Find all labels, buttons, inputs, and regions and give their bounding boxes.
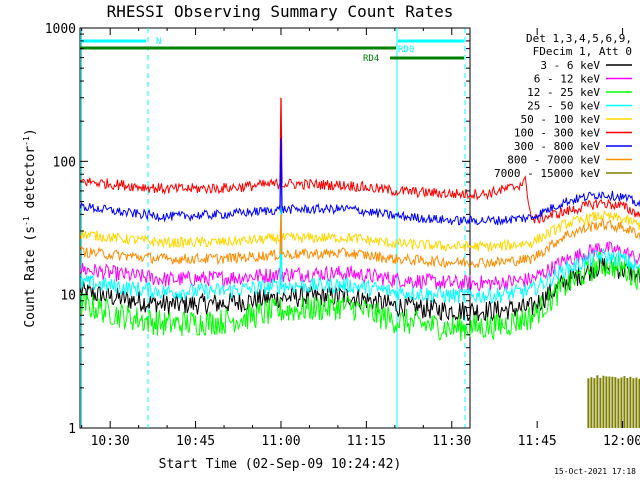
series-7000-15000-keV-line — [587, 375, 640, 428]
footer-date: 15-Oct-2021 17:18 — [554, 467, 636, 476]
series-300-800-keV-line — [80, 190, 640, 226]
spike-lines — [279, 97, 283, 287]
x-tick-label: 11:15 — [347, 434, 386, 449]
y-tick-label: 10 — [60, 289, 76, 304]
series-12-25-keV-line — [80, 251, 640, 342]
legend-header-line-2: FDecim 1, Att 0 — [533, 45, 632, 58]
legend-item-label: 50 - 100 keV — [521, 113, 601, 126]
legend-item-label: 800 - 7000 keV — [507, 154, 600, 167]
x-tick-label: 10:30 — [91, 434, 130, 449]
series-spike — [279, 137, 283, 210]
flag-annotation-label: N — [156, 37, 161, 47]
legend-item-label: 25 - 50 keV — [527, 100, 600, 113]
x-tick-label: 12:00 — [603, 434, 640, 449]
flag-annotation-label: RD4 — [363, 54, 379, 64]
flag-lines: N RD0 RD4 — [80, 28, 466, 428]
y-tick-label: 100 — [53, 155, 76, 170]
plot-frame — [79, 27, 471, 429]
x-tick-label: 11:30 — [432, 434, 471, 449]
flag-annotation-label: RD0 — [398, 45, 414, 55]
y-axis-label: Count Rate (s-1 detector-1) — [22, 128, 38, 327]
legend-item-label: 100 - 300 keV — [514, 127, 600, 140]
legend: Det 1,3,4,5,6,9, FDecim 1, Att 0 3 - 6 k… — [494, 32, 632, 180]
series-spike — [279, 214, 283, 255]
x-tick-label: 11:45 — [518, 434, 557, 449]
y-tick-label: 1000 — [45, 22, 76, 37]
legend-header-line-1: Det 1,3,4,5,6,9, — [526, 32, 632, 45]
axis-ticks: 10:30 10:45 11:00 11:15 11:30 11:45 12:00 1 10 10… — [45, 22, 640, 449]
legend-item-label: 3 - 6 keV — [540, 59, 600, 72]
legend-item-label: 6 - 12 keV — [534, 73, 601, 86]
series-100-300-keV-line — [80, 175, 640, 225]
series-lines — [80, 175, 640, 428]
series-25-50-keV-line — [80, 247, 640, 304]
legend-item-label: 7000 - 15000 keV — [494, 167, 600, 180]
series-6-12-keV-line — [80, 241, 640, 292]
series-800-7000-keV-line — [80, 217, 640, 269]
series-50-100-keV-line — [80, 209, 640, 252]
x-tick-label: 10:45 — [176, 434, 215, 449]
y-tick-label: 1 — [68, 422, 76, 437]
legend-item-label: 12 - 25 keV — [527, 86, 600, 99]
x-axis-label: Start Time (02-Sep-09 10:24:42) — [159, 457, 402, 472]
x-tick-label: 11:00 — [261, 434, 300, 449]
legend-item-label: 300 - 800 keV — [514, 140, 600, 153]
chart-title: RHESSI Observing Summary Count Rates — [107, 2, 454, 21]
series-spike — [279, 207, 283, 287]
